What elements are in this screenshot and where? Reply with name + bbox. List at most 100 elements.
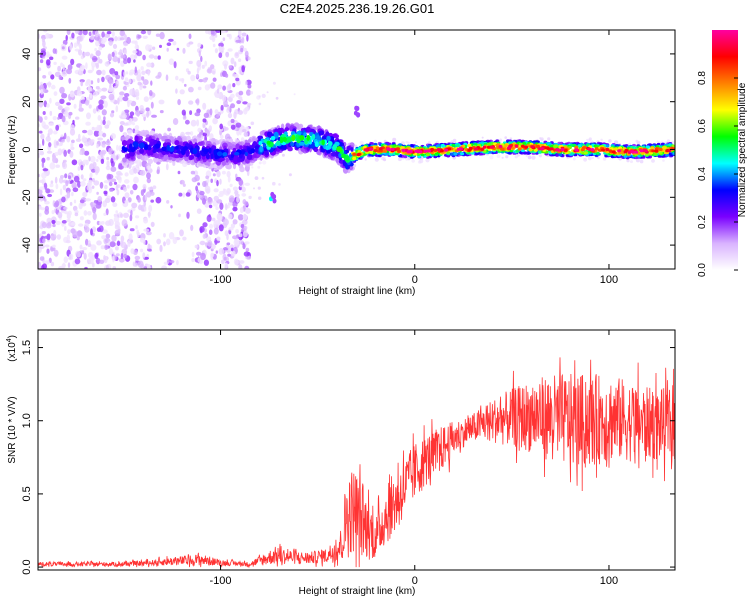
spectrogram-cell xyxy=(147,158,153,164)
spectrogram-cell xyxy=(45,33,50,39)
spectrogram-cell xyxy=(195,185,199,192)
spectrogram-cell xyxy=(235,77,240,82)
spectrogram-cell xyxy=(223,256,227,261)
spectrogram-cell xyxy=(233,239,240,247)
spectrogram-cell xyxy=(486,142,491,146)
spectrogram-cell xyxy=(208,204,213,209)
spectrogram-cell xyxy=(306,134,311,141)
spectrogram-cell xyxy=(505,155,509,159)
spectrogram-cell xyxy=(196,251,202,256)
spectrogram-cell xyxy=(257,165,261,169)
spectrogram-cell xyxy=(500,147,505,151)
spectrogram-cell xyxy=(196,73,199,78)
spectrogram-cell xyxy=(219,123,223,130)
spectrogram-cell xyxy=(62,64,65,71)
spectrogram-cell xyxy=(121,140,128,147)
spectrogram-cell xyxy=(200,55,203,63)
spectrogram-cell xyxy=(61,139,65,143)
spectrogram-cell xyxy=(121,136,126,141)
spectrogram-cell xyxy=(57,211,63,219)
spectrogram-cell xyxy=(143,217,149,224)
spectrogram-cell xyxy=(54,151,59,156)
spectrogram-cell xyxy=(501,156,504,159)
spectrogram-cell xyxy=(101,109,107,116)
spectrogram-cell xyxy=(245,207,251,214)
spectrogram-cell xyxy=(97,196,103,202)
spectrogram-cell xyxy=(127,240,131,247)
spectrogram-cell xyxy=(146,177,151,184)
spectrogram-cell xyxy=(101,69,106,76)
spectrogram-cell xyxy=(70,58,75,66)
spectrogram-cell xyxy=(201,155,206,160)
spectrogram-cell xyxy=(660,142,665,146)
spectrogram-cell xyxy=(215,140,220,145)
spectrogram-cell xyxy=(645,145,650,149)
spectrogram-cell xyxy=(76,90,83,97)
spectrogram-cell xyxy=(617,149,622,153)
x-tick-label: 100 xyxy=(600,575,618,587)
spectrogram-cell xyxy=(87,129,93,136)
spectrogram-cell xyxy=(244,201,249,206)
spectrogram-cell xyxy=(106,30,112,35)
spectrogram-cell xyxy=(52,234,57,240)
spectrogram-cell xyxy=(67,262,71,268)
spectrogram-cell xyxy=(66,219,71,223)
spectrogram-cell xyxy=(112,251,115,255)
spectrogram-cell xyxy=(182,47,186,54)
spectrogram-cell xyxy=(128,78,132,84)
colorbar-tick-label: 0.6 xyxy=(697,119,708,133)
spectrogram-cell xyxy=(196,98,200,106)
spectrogram-cell xyxy=(129,88,135,96)
spectrogram-cell xyxy=(244,182,251,186)
spectrogram-cell xyxy=(141,70,146,76)
spectrogram-cell xyxy=(533,148,538,152)
spectrogram-cell xyxy=(213,149,218,156)
spectrogram-cell xyxy=(65,34,68,42)
spectrogram-cell xyxy=(119,121,125,125)
colorbar-label: Normalized spectral amplitude xyxy=(737,82,748,217)
spectrogram-cell xyxy=(126,184,130,189)
spectrogram-cell xyxy=(119,30,126,37)
spectrogram-cell xyxy=(290,142,295,147)
spectrogram-cell xyxy=(123,212,129,218)
spectrogram-cell xyxy=(490,145,494,149)
spectrogram-cell xyxy=(109,68,116,75)
spectrogram-cell xyxy=(225,30,229,33)
spectrogram-cell xyxy=(210,64,215,70)
figure-title: C2E4.2025.236.19.26.G01 xyxy=(280,1,435,16)
spectrogram-feature xyxy=(272,198,277,204)
spectrogram-cell xyxy=(73,199,77,204)
spectrogram-cell xyxy=(135,164,140,168)
spectrogram-cell xyxy=(262,142,267,148)
spectrogram-cell xyxy=(305,126,311,133)
spectrogram-cell xyxy=(94,166,100,174)
spectrogram-cell xyxy=(143,96,149,102)
spectrogram-cell xyxy=(53,130,58,135)
spectrogram-cell xyxy=(230,247,234,252)
spectrogram-cell xyxy=(214,219,221,225)
spectrogram-cell xyxy=(590,140,594,144)
spectrogram-cell xyxy=(520,144,525,148)
spectrogram-cell xyxy=(91,185,95,189)
spectrogram-cell xyxy=(137,81,142,86)
spectrogram-cell xyxy=(172,118,179,125)
spectrogram-cell xyxy=(135,96,140,100)
spectrogram-cell xyxy=(156,169,160,175)
spectrogram-cell xyxy=(489,155,494,160)
spectrogram-cell xyxy=(163,241,166,247)
spectrogram-cell xyxy=(577,144,582,148)
spectrogram-cell xyxy=(80,99,87,104)
spectrogram-cell xyxy=(106,120,111,126)
spectrogram-cell xyxy=(206,214,212,222)
spectrogram-cell xyxy=(46,217,52,223)
spectrogram-cell xyxy=(243,108,248,115)
spectrogram-cell xyxy=(123,147,128,153)
spectrogram-cell xyxy=(143,206,147,212)
spectrogram-cell xyxy=(359,140,364,145)
spectrogram-cell xyxy=(209,223,214,229)
spectrogram-cell xyxy=(232,219,238,225)
spectrogram-cell xyxy=(151,114,157,118)
spectrogram-cell xyxy=(623,150,628,154)
spectrogram-cell xyxy=(72,119,75,125)
